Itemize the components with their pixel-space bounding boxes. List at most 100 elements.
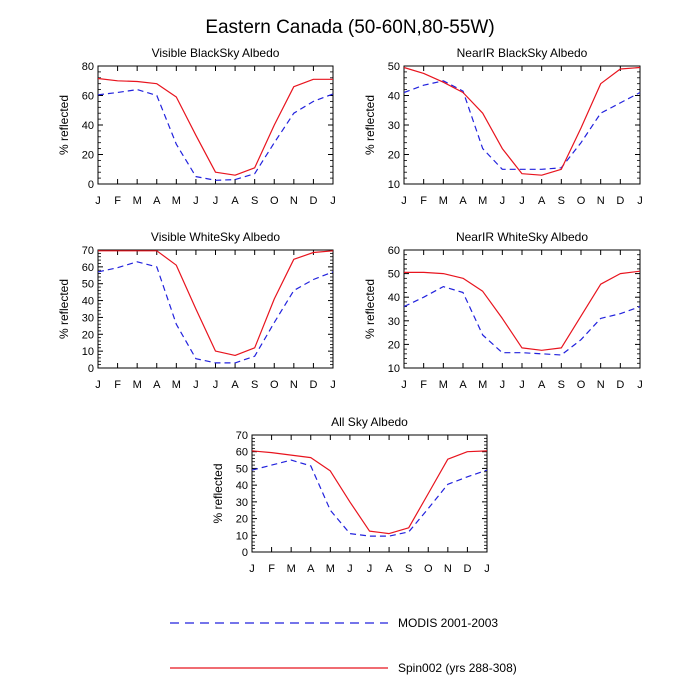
x-tick-label: S bbox=[558, 379, 565, 391]
x-tick-label: N bbox=[290, 379, 298, 391]
x-tick-label: N bbox=[597, 379, 605, 391]
y-tick-label: 80 bbox=[82, 61, 94, 73]
y-tick-label: 20 bbox=[388, 339, 400, 351]
x-tick-label: O bbox=[577, 195, 586, 207]
y-tick-label: 20 bbox=[82, 150, 94, 162]
x-tick-label: M bbox=[172, 195, 181, 207]
y-tick-label: 40 bbox=[82, 120, 94, 132]
x-tick-label: D bbox=[309, 195, 317, 207]
plot-frame bbox=[97, 65, 334, 185]
x-tick-label: J bbox=[193, 379, 199, 391]
x-tick-label: J bbox=[213, 379, 219, 391]
x-tick-label: J bbox=[367, 563, 373, 575]
y-tick-label: 20 bbox=[82, 329, 94, 341]
x-tick-label: N bbox=[597, 195, 605, 207]
x-tick-label: J bbox=[401, 195, 407, 207]
y-tick-label: 30 bbox=[236, 497, 248, 509]
y-tick-label: 50 bbox=[236, 463, 248, 475]
x-tick-label: S bbox=[405, 563, 412, 575]
y-tick-label: 70 bbox=[82, 245, 94, 257]
y-tick-label: 20 bbox=[388, 150, 400, 162]
x-tick-label: F bbox=[420, 379, 427, 391]
y-tick-label: 0 bbox=[88, 363, 94, 375]
y-tick-label: 70 bbox=[236, 430, 248, 442]
y-tick-label: 50 bbox=[388, 61, 400, 73]
x-tick-label: M bbox=[326, 563, 335, 575]
y-tick-label: 10 bbox=[388, 363, 400, 375]
panel-title: NearIR BlackSky Albedo bbox=[457, 46, 588, 60]
x-tick-label: J bbox=[500, 195, 506, 207]
x-tick-label: F bbox=[420, 195, 427, 207]
x-tick-label: M bbox=[439, 195, 448, 207]
x-tick-label: D bbox=[616, 195, 624, 207]
x-tick-label: A bbox=[307, 563, 315, 575]
y-tick-label: 50 bbox=[82, 279, 94, 291]
y-tick-label: 40 bbox=[388, 292, 400, 304]
plot-frame bbox=[403, 249, 641, 369]
series-line-spin002 bbox=[97, 77, 333, 176]
x-tick-label: D bbox=[616, 379, 624, 391]
x-tick-label: J bbox=[249, 563, 255, 575]
x-tick-label: A bbox=[538, 195, 546, 207]
x-tick-label: F bbox=[114, 379, 121, 391]
y-axis-label: % reflected bbox=[363, 279, 377, 339]
x-tick-label: J bbox=[193, 195, 199, 207]
y-tick-label: 60 bbox=[82, 91, 94, 103]
x-tick-label: A bbox=[231, 195, 239, 207]
y-tick-label: 20 bbox=[236, 514, 248, 526]
x-tick-label: J bbox=[330, 195, 336, 207]
panel-title: All Sky Albedo bbox=[331, 415, 408, 429]
x-tick-label: D bbox=[463, 563, 471, 575]
series-line-modis bbox=[97, 88, 334, 181]
x-tick-label: S bbox=[251, 379, 258, 391]
y-tick-label: 40 bbox=[388, 91, 400, 103]
x-tick-label: S bbox=[558, 195, 565, 207]
y-tick-label: 10 bbox=[388, 179, 400, 191]
y-axis-label: % reflected bbox=[211, 463, 225, 523]
x-tick-label: M bbox=[478, 379, 487, 391]
x-tick-label: A bbox=[459, 195, 467, 207]
x-tick-label: J bbox=[330, 379, 336, 391]
x-tick-label: O bbox=[577, 379, 586, 391]
x-tick-label: D bbox=[309, 379, 317, 391]
y-tick-label: 0 bbox=[242, 547, 248, 559]
series-line-modis bbox=[403, 286, 641, 356]
y-axis-label: % reflected bbox=[57, 95, 71, 155]
y-tick-label: 60 bbox=[82, 262, 94, 274]
series-line-spin002 bbox=[403, 66, 641, 176]
x-tick-label: M bbox=[287, 563, 296, 575]
x-tick-label: J bbox=[401, 379, 407, 391]
y-tick-label: 40 bbox=[82, 296, 94, 308]
y-tick-label: 0 bbox=[88, 179, 94, 191]
legend: MODIS 2001-2003 Spin002 (yrs 288-308) bbox=[170, 616, 517, 675]
x-tick-label: A bbox=[538, 379, 546, 391]
y-tick-label: 60 bbox=[236, 447, 248, 459]
series-line-spin002 bbox=[98, 250, 334, 356]
x-tick-label: A bbox=[153, 379, 161, 391]
y-tick-label: 60 bbox=[388, 245, 400, 257]
x-tick-label: J bbox=[347, 563, 353, 575]
x-tick-label: J bbox=[500, 379, 506, 391]
x-tick-label: M bbox=[439, 379, 448, 391]
x-tick-label: A bbox=[385, 563, 393, 575]
x-tick-label: O bbox=[424, 563, 433, 575]
y-tick-label: 30 bbox=[388, 316, 400, 328]
x-tick-label: M bbox=[133, 379, 142, 391]
x-tick-label: A bbox=[459, 379, 467, 391]
y-axis-label: % reflected bbox=[363, 95, 377, 155]
series-line-spin002 bbox=[251, 450, 488, 535]
plot-frame bbox=[251, 434, 488, 553]
legend-label-spin002: Spin002 (yrs 288-308) bbox=[398, 661, 517, 675]
x-tick-label: N bbox=[290, 195, 298, 207]
series-line-modis bbox=[403, 80, 641, 170]
x-tick-label: O bbox=[270, 379, 279, 391]
series-line-spin002 bbox=[404, 270, 641, 351]
x-tick-label: A bbox=[231, 379, 239, 391]
plot-frame bbox=[403, 65, 641, 185]
y-tick-label: 40 bbox=[236, 480, 248, 492]
x-tick-label: J bbox=[95, 379, 101, 391]
